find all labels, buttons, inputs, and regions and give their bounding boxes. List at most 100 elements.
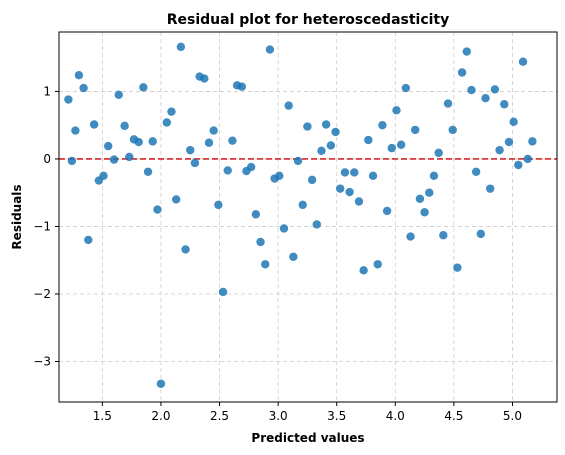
residual-point: [490, 85, 500, 94]
residual-point: [350, 168, 359, 177]
residual-point: [67, 156, 77, 166]
residual-point: [218, 287, 228, 297]
residual-point: [148, 137, 157, 146]
residual-point: [125, 152, 134, 162]
residual-point: [200, 74, 209, 83]
residual-point: [331, 127, 340, 137]
residual-point: [89, 120, 99, 129]
residual-point: [303, 122, 312, 131]
residual-point: [387, 143, 396, 153]
x-tick-label: 4.5: [444, 409, 463, 423]
y-tick-label: −3: [33, 354, 51, 368]
residual-point: [378, 120, 387, 130]
residual-point: [312, 220, 321, 229]
residual-point: [345, 187, 354, 197]
residual-point: [406, 232, 415, 241]
x-tick-label: 5.0: [503, 409, 522, 423]
residual-point: [275, 171, 284, 181]
residual-point: [190, 158, 200, 168]
residual-point: [279, 224, 289, 233]
x-tick-label: 1.5: [93, 409, 112, 423]
x-tick-label: 3.0: [269, 409, 288, 423]
residual-point: [401, 83, 411, 93]
residual-point: [420, 208, 429, 217]
residual-point: [289, 252, 298, 262]
residual-point: [134, 137, 143, 147]
residual-point: [443, 99, 453, 108]
residual-point: [486, 184, 495, 193]
residual-point: [186, 145, 195, 155]
y-axis-ticks: −3 −2 −1 0 1: [33, 84, 59, 368]
residual-point: [467, 85, 476, 95]
residual-point: [326, 141, 336, 150]
residual-point: [425, 188, 434, 197]
residual-point: [284, 101, 293, 110]
residual-point: [317, 146, 326, 156]
residual-point: [256, 237, 265, 247]
x-axis-ticks: 1.5 2.0 2.5 3.0 3.5 4.0 4.5 5.0: [93, 402, 522, 423]
residual-point: [71, 126, 80, 135]
residual-point: [336, 184, 345, 193]
residual-point: [74, 71, 84, 80]
residual-point: [265, 45, 275, 54]
residual-point: [476, 229, 486, 239]
residual-point: [114, 90, 123, 99]
residual-point: [204, 138, 214, 147]
x-axis-label: Predicted values: [251, 431, 364, 445]
residual-point: [99, 171, 108, 181]
residual-point: [167, 107, 176, 116]
residual-point: [176, 42, 186, 52]
residual-point: [298, 200, 307, 210]
residual-point: [500, 100, 509, 109]
residual-point: [429, 171, 439, 181]
residual-point: [64, 95, 73, 104]
residual-point: [120, 121, 129, 131]
x-tick-label: 3.5: [327, 409, 346, 423]
residual-point: [373, 260, 382, 269]
x-tick-label: 2.5: [210, 409, 229, 423]
residual-point: [104, 141, 113, 151]
x-tick-label: 2.0: [151, 409, 170, 423]
residual-point: [181, 245, 190, 254]
y-tick-label: 1: [43, 84, 51, 98]
residual-point: [237, 82, 246, 91]
residual-point: [411, 125, 420, 135]
residual-point: [471, 167, 481, 176]
residual-point: [251, 210, 261, 219]
residual-point: [261, 260, 270, 269]
residual-point: [79, 83, 88, 93]
residual-point: [518, 57, 528, 66]
x-tick-label: 4.0: [386, 409, 405, 423]
residual-point: [396, 140, 406, 149]
residual-point: [354, 197, 364, 206]
residual-point: [153, 205, 162, 214]
y-tick-label: −2: [33, 287, 51, 301]
residual-point: [368, 171, 378, 181]
residual-point: [156, 379, 166, 388]
residual-point: [209, 126, 218, 135]
residual-point: [223, 166, 232, 175]
residual-point: [481, 93, 490, 103]
residual-point: [434, 148, 443, 158]
residual-point: [246, 162, 256, 172]
residual-point: [439, 231, 448, 240]
residual-point: [528, 137, 537, 146]
y-tick-label: −1: [33, 219, 51, 233]
residual-point: [523, 154, 532, 164]
y-axis-label: Residuals: [10, 184, 24, 249]
points-layer: [64, 42, 537, 388]
y-tick-label: 0: [43, 152, 51, 166]
residual-point: [495, 145, 504, 155]
residual-point: [462, 47, 471, 56]
residual-point: [509, 117, 518, 126]
residual-point: [139, 83, 148, 92]
residual-point: [162, 118, 172, 127]
residual-point: [293, 156, 303, 166]
residual-point: [321, 120, 331, 129]
residual-point: [382, 206, 392, 216]
residual-point: [214, 200, 223, 210]
residual-point: [84, 235, 93, 245]
residual-point: [392, 106, 401, 115]
residual-point: [359, 266, 368, 275]
residual-point: [109, 155, 119, 164]
